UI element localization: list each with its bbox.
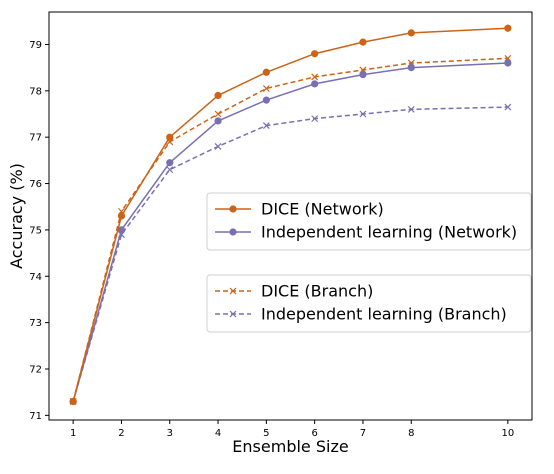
series-0 [69, 24, 512, 406]
data-point [262, 68, 270, 76]
legend-item: Independent learning (Branch) [215, 305, 507, 324]
data-point [262, 96, 270, 104]
legend-item: Independent learning (Network) [215, 223, 517, 242]
y-tick-label: 79 [29, 40, 42, 51]
series-layer [69, 24, 512, 406]
data-point [69, 397, 77, 406]
legend-box [206, 192, 532, 251]
data-point [166, 166, 174, 174]
legends: DICE (Network) Independent learning (Netw… [206, 192, 532, 333]
x-tick-label: 1 [70, 428, 76, 439]
y-axis-label: Accuracy (%) [7, 163, 26, 269]
data-point [262, 122, 270, 130]
legend-label: DICE (Branch) [261, 282, 373, 301]
data-point [117, 212, 126, 220]
x-tick-label: 2 [118, 428, 124, 439]
x-tick-label: 6 [311, 428, 317, 439]
data-point [407, 29, 415, 37]
data-point [166, 133, 174, 141]
data-point [311, 50, 319, 58]
plot-frame [48, 11, 533, 421]
legend-box [206, 274, 532, 333]
data-point [504, 59, 512, 67]
y-tick-label: 78 [29, 86, 42, 97]
legend-label: Independent learning (Network) [261, 223, 517, 242]
x-tick-label: 4 [215, 428, 221, 439]
data-point [311, 73, 319, 81]
y-tick-label: 72 [29, 365, 42, 376]
data-point [214, 110, 222, 118]
y-tick-label: 73 [29, 318, 42, 329]
data-point [359, 110, 367, 118]
data-point [262, 85, 270, 92]
data-point [407, 105, 415, 113]
data-point [214, 143, 222, 150]
data-point [504, 24, 512, 32]
data-point [359, 70, 367, 79]
series-line [72, 106, 508, 402]
x-tick-label: 7 [360, 428, 366, 439]
x-tick-label: 3 [167, 428, 173, 439]
series-3 [69, 103, 512, 405]
legend-label: DICE (Network) [261, 200, 384, 219]
legend-marker [229, 310, 237, 318]
data-point [311, 80, 319, 88]
legend-item: DICE (Network) [215, 200, 384, 219]
legend-marker [229, 228, 237, 236]
legend-0: DICE (Network) Independent learning (Netw… [206, 192, 532, 251]
data-point [407, 64, 415, 72]
x-tick-label: 8 [408, 428, 414, 439]
y-tick-label: 76 [29, 179, 42, 190]
legend-marker [229, 287, 237, 295]
legend-item: DICE (Branch) [215, 282, 373, 301]
y-tick-label: 77 [29, 133, 42, 144]
legend-label: Independent learning (Branch) [261, 305, 507, 324]
data-point [504, 103, 512, 111]
data-point [214, 117, 222, 125]
data-point [311, 115, 319, 123]
plot-area [48, 11, 533, 421]
legend-marker [229, 205, 237, 213]
x-tick-label: 10 [501, 428, 514, 439]
x-axis-label: Ensemble Size [232, 437, 348, 456]
data-point [117, 226, 126, 234]
y-tick-label: 74 [29, 272, 42, 283]
data-point [359, 38, 367, 46]
legend-1: DICE (Branch) Independent learning (Branc… [206, 274, 532, 333]
series-1 [69, 59, 512, 406]
y-tick-label: 75 [29, 225, 42, 236]
series-line [72, 57, 508, 402]
y-tick-label: 71 [29, 411, 42, 422]
data-point [166, 159, 174, 167]
x-tick-label: 5 [263, 428, 269, 439]
data-point [214, 91, 222, 100]
